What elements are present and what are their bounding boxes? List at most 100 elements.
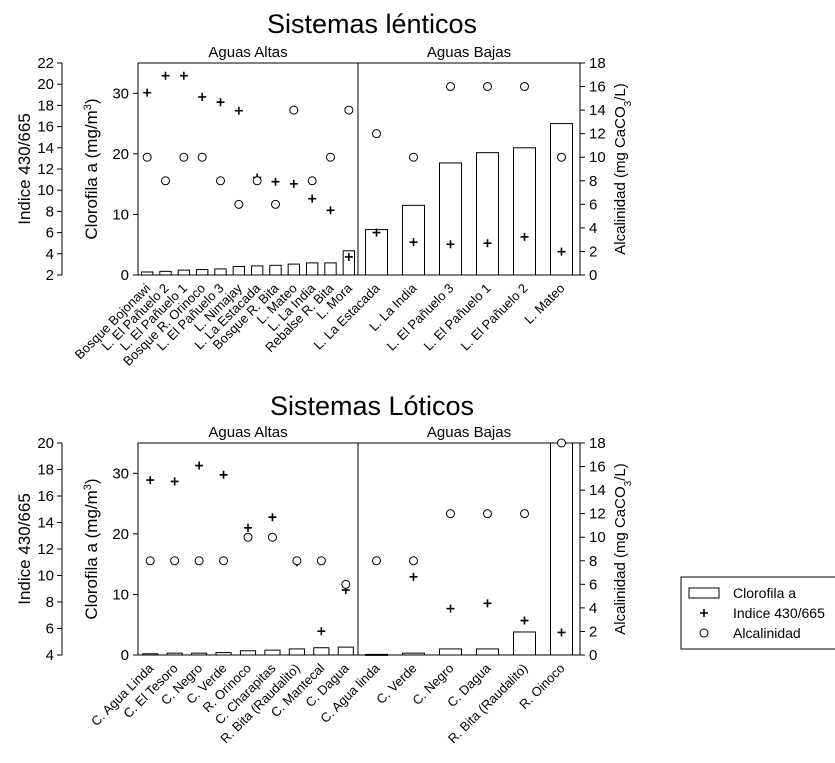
- legend-swatch-bar: [689, 588, 719, 598]
- bar-clorofila: [514, 632, 536, 655]
- point-alcalinidad: [244, 533, 252, 541]
- bar-clorofila: [288, 264, 299, 275]
- point-alcalinidad: [373, 130, 381, 138]
- indice-tick-label: 20: [37, 76, 54, 93]
- indice-tick-label: 4: [46, 647, 54, 664]
- point-alcalinidad: [447, 510, 455, 518]
- bar-clorofila: [233, 267, 244, 275]
- point-indice: [143, 89, 151, 97]
- legend-label: Indice 430/665: [733, 605, 825, 621]
- bar-clorofila: [141, 272, 152, 275]
- point-indice: [220, 471, 228, 479]
- point-indice: [308, 195, 316, 203]
- alcalinidad-tick-label: 0: [589, 267, 597, 284]
- clorofila-tick-label: 10: [112, 206, 129, 223]
- bar-clorofila: [306, 263, 317, 275]
- legend-label: Alcalinidad: [733, 625, 801, 641]
- indice-tick-label: 14: [37, 140, 54, 157]
- alcalinidad-tick-label: 2: [589, 623, 597, 640]
- bar-clorofila: [167, 653, 182, 655]
- bar-clorofila: [338, 647, 353, 655]
- category-label: L. El Pañuelo 2: [458, 281, 531, 354]
- indice-tick-label: 10: [37, 568, 54, 585]
- alcalinidad-tick-label: 10: [589, 149, 606, 166]
- point-alcalinidad: [171, 557, 179, 565]
- alcalinidad-tick-label: 8: [589, 173, 597, 190]
- bar-clorofila: [440, 649, 462, 655]
- point-alcalinidad: [293, 557, 301, 565]
- indice-tick-label: 10: [37, 182, 54, 199]
- point-alcalinidad: [410, 153, 418, 161]
- point-alcalinidad: [345, 106, 353, 114]
- bar-clorofila: [216, 653, 231, 655]
- bar-clorofila: [270, 265, 281, 275]
- alcalinidad-tick-label: 8: [589, 553, 597, 570]
- point-alcalinidad: [484, 510, 492, 518]
- point-indice: [272, 178, 280, 186]
- point-indice: [180, 72, 188, 80]
- point-alcalinidad: [317, 557, 325, 565]
- bar-clorofila: [240, 651, 255, 655]
- indice-tick-label: 4: [46, 246, 54, 263]
- bar-clorofila: [403, 653, 425, 655]
- legend: Clorofila aIndice 430/665Alcalinidad: [681, 577, 835, 649]
- clorofila-axis-label: Clorofila a (mg/m3): [82, 478, 101, 619]
- alcalinidad-tick-label: 0: [589, 647, 597, 664]
- bar-clorofila: [477, 153, 499, 275]
- point-alcalinidad: [198, 153, 206, 161]
- point-alcalinidad: [558, 153, 566, 161]
- clorofila-axis-label: Clorofila a (mg/m3): [82, 98, 101, 239]
- point-alcalinidad: [217, 177, 225, 185]
- alcalinidad-tick-label: 6: [589, 576, 597, 593]
- chart-1: Sistemas lénticos246810121416182022Indic…: [15, 9, 634, 369]
- plot-frame: [138, 443, 580, 655]
- clorofila-tick-label: 30: [112, 465, 129, 482]
- panel-label: Aguas Altas: [208, 424, 287, 441]
- clorofila-tick-label: 30: [112, 85, 129, 102]
- point-alcalinidad: [327, 153, 335, 161]
- indice-tick-label: 22: [37, 55, 54, 72]
- legend-swatch-circle: [700, 629, 708, 637]
- alcalinidad-tick-label: 2: [589, 243, 597, 260]
- point-indice: [198, 93, 206, 101]
- alcalinidad-tick-label: 12: [589, 126, 606, 143]
- point-alcalinidad: [308, 177, 316, 185]
- alcalinidad-tick-label: 14: [589, 102, 606, 119]
- bar-clorofila: [265, 650, 280, 655]
- point-alcalinidad: [235, 200, 243, 208]
- clorofila-tick-label: 20: [112, 526, 129, 543]
- bar-clorofila: [196, 270, 207, 275]
- bar-clorofila: [251, 266, 262, 275]
- point-alcalinidad: [484, 83, 492, 91]
- indice-tick-label: 8: [46, 594, 54, 611]
- indice-tick-label: 6: [46, 621, 54, 638]
- alcalinidad-axis-label: Alcalinidad (mg CaCO3/L): [612, 83, 634, 254]
- panel-label: Aguas Altas: [208, 44, 287, 61]
- alcalinidad-tick-label: 12: [589, 506, 606, 523]
- indice-tick-label: 20: [37, 435, 54, 452]
- panel-label: Aguas Bajas: [427, 44, 511, 61]
- alcalinidad-tick-label: 18: [589, 55, 606, 72]
- alcalinidad-axis-label: Alcalinidad (mg CaCO3/L): [612, 463, 634, 634]
- category-label: L. Mateo: [521, 281, 567, 327]
- bar-clorofila: [289, 649, 304, 655]
- indice-tick-label: 6: [46, 225, 54, 242]
- point-alcalinidad: [290, 106, 298, 114]
- point-alcalinidad: [162, 177, 170, 185]
- point-indice: [327, 206, 335, 214]
- bar-clorofila: [178, 270, 189, 275]
- bar-clorofila: [192, 653, 207, 655]
- alcalinidad-tick-label: 4: [589, 220, 597, 237]
- bar-clorofila: [477, 649, 499, 655]
- point-alcalinidad: [342, 580, 350, 588]
- bar-clorofila: [514, 148, 536, 275]
- point-alcalinidad: [146, 557, 154, 565]
- point-alcalinidad: [268, 533, 276, 541]
- point-indice: [195, 462, 203, 470]
- indice-axis-label: Indice 430/665: [15, 113, 34, 225]
- clorofila-tick-label: 20: [112, 146, 129, 163]
- alcalinidad-tick-label: 4: [589, 600, 597, 617]
- alcalinidad-tick-label: 18: [589, 435, 606, 452]
- indice-tick-label: 16: [37, 119, 54, 136]
